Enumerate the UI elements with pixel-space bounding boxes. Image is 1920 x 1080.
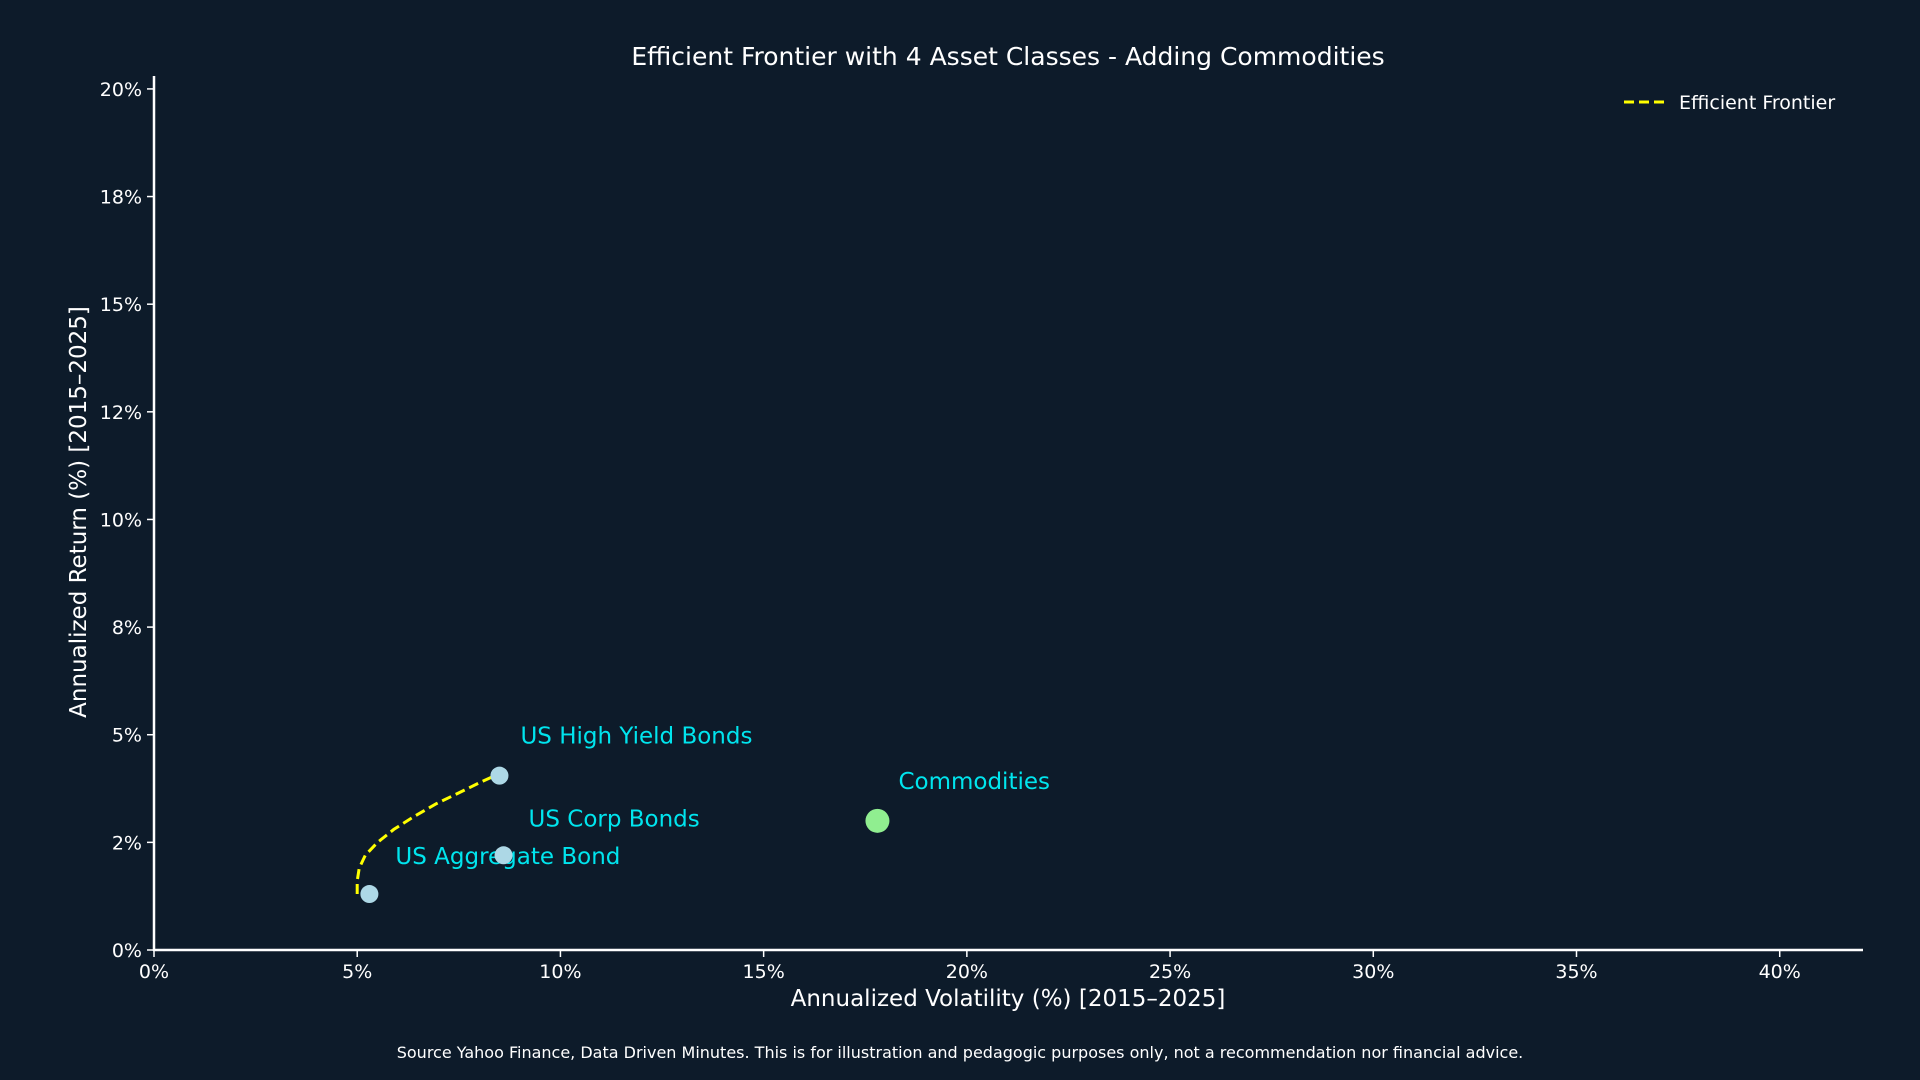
x-tick-label: 20% <box>946 961 988 983</box>
y-tick-label: 15% <box>100 294 142 316</box>
x-axis-label: Annualized Volatility (%) [2015–2025] <box>791 986 1226 1012</box>
x-tick-label: 40% <box>1759 961 1801 983</box>
chart-title: Efficient Frontier with 4 Asset Classes … <box>631 42 1384 71</box>
asset-label: Commodities <box>898 769 1050 795</box>
source-note: Source Yahoo Finance, Data Driven Minute… <box>397 1043 1524 1062</box>
efficient-frontier-line <box>355 772 501 894</box>
asset-point <box>490 766 509 785</box>
x-tick-label: 0% <box>139 961 169 983</box>
asset-point <box>865 808 890 833</box>
asset-point <box>360 885 379 904</box>
x-tick-label: 10% <box>539 961 581 983</box>
x-axis-ticks: 0% 5% 10% 15% 20% 25% 30% 35% 40% <box>139 950 1801 983</box>
x-tick-label: 35% <box>1555 961 1597 983</box>
asset-label: US High Yield Bonds <box>520 724 752 750</box>
y-axis-ticks: 0% 2% 5% 8% 10% 12% 15% 18% 20% <box>100 79 154 962</box>
y-tick-label: 0% <box>112 940 142 962</box>
x-tick-label: 30% <box>1352 961 1394 983</box>
x-tick-label: 5% <box>342 961 372 983</box>
legend-frontier-label: Efficient Frontier <box>1679 92 1835 114</box>
asset-point <box>494 846 513 865</box>
y-tick-label: 10% <box>100 509 142 531</box>
y-tick-label: 18% <box>100 187 142 209</box>
y-tick-label: 5% <box>112 725 142 747</box>
x-tick-label: 25% <box>1149 961 1191 983</box>
y-tick-label: 12% <box>100 402 142 424</box>
y-tick-label: 8% <box>112 617 142 639</box>
y-axis-label: Annualized Return (%) [2015–2025] <box>66 306 92 718</box>
legend: Efficient Frontier <box>1624 92 1835 114</box>
x-tick-label: 15% <box>743 961 785 983</box>
y-tick-label: 2% <box>112 832 142 854</box>
asset-label: US Corp Bonds <box>529 806 700 832</box>
y-tick-label: 20% <box>100 79 142 101</box>
